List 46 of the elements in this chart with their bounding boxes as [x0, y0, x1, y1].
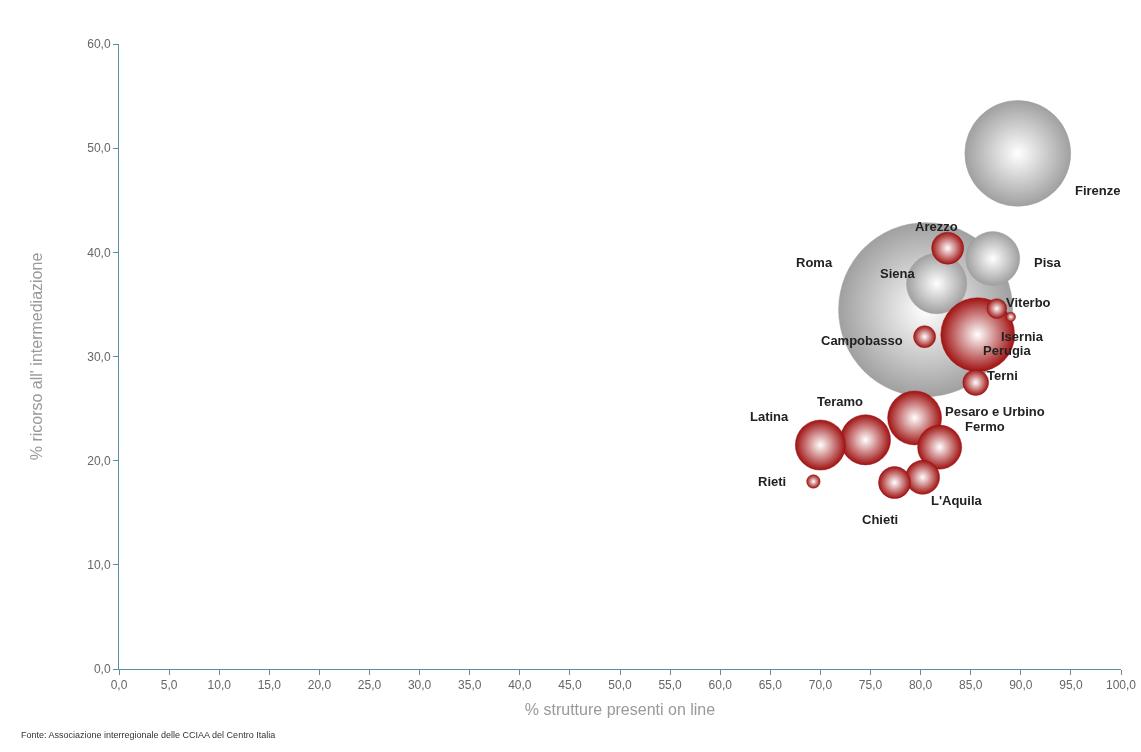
- x-tick-label: 70,0: [808, 678, 833, 693]
- series-label: Chieti: [862, 512, 899, 527]
- series-label: Roma: [796, 255, 833, 270]
- series-label: L'Aquila: [931, 493, 983, 508]
- x-tick-label: 100,0: [1105, 678, 1137, 693]
- series-label: Teramo: [817, 394, 864, 409]
- x-tick-label: 90,0: [1009, 678, 1033, 693]
- y-tick-label: 10,0: [87, 558, 111, 573]
- x-tick-label: 30,0: [407, 678, 432, 693]
- y-tick-label: 20,0: [87, 453, 111, 468]
- x-tick-label: 55,0: [658, 678, 683, 693]
- series-label: Campobasso: [821, 333, 903, 348]
- series-label: Pesaro e Urbino: [945, 404, 1045, 419]
- x-tick-label: 0,0: [110, 678, 128, 693]
- x-tick-label: 60,0: [708, 678, 733, 693]
- series-label: Pisa: [1034, 255, 1062, 270]
- x-tick-label: 75,0: [858, 678, 883, 693]
- series-label: Viterbo: [1006, 295, 1051, 310]
- x-tick-label: 40,0: [508, 678, 532, 693]
- series-label: Latina: [750, 409, 790, 424]
- x-tick-label: 25,0: [357, 678, 382, 693]
- x-axis-title: % strutture presenti on line: [524, 701, 716, 719]
- x-tick-label: 10,0: [207, 678, 232, 693]
- series-label: Arezzo: [915, 219, 958, 234]
- y-tick-label: 50,0: [87, 141, 111, 156]
- series-label: Siena: [880, 266, 916, 281]
- x-tick-label: 5,0: [160, 678, 178, 693]
- x-tick-label: 95,0: [1059, 678, 1083, 693]
- y-tick-label: 30,0: [87, 349, 111, 364]
- x-tick-label: 80,0: [908, 678, 933, 693]
- x-tick-label: 85,0: [959, 678, 983, 693]
- y-axis-title: % ricorso all' intermediazione: [28, 252, 46, 461]
- series-label: Fermo: [965, 419, 1005, 434]
- x-tick-label: 50,0: [608, 678, 632, 693]
- series-label: Terni: [987, 368, 1018, 383]
- x-tick-label: 35,0: [458, 678, 482, 693]
- y-tick-label: 0,0: [93, 662, 111, 677]
- series-label: Firenze: [1075, 183, 1121, 198]
- x-tick-label: 65,0: [758, 678, 783, 693]
- series-label: Rieti: [758, 474, 787, 489]
- x-tick-label: 20,0: [307, 678, 332, 693]
- source-note: Fonte: Associazione interregionale delle CCIAA del Centro Italia: [21, 730, 276, 740]
- y-tick-label: 60,0: [87, 37, 111, 52]
- y-tick-label: 40,0: [87, 245, 111, 260]
- x-tick-label: 45,0: [558, 678, 582, 693]
- x-tick-label: 15,0: [257, 678, 282, 693]
